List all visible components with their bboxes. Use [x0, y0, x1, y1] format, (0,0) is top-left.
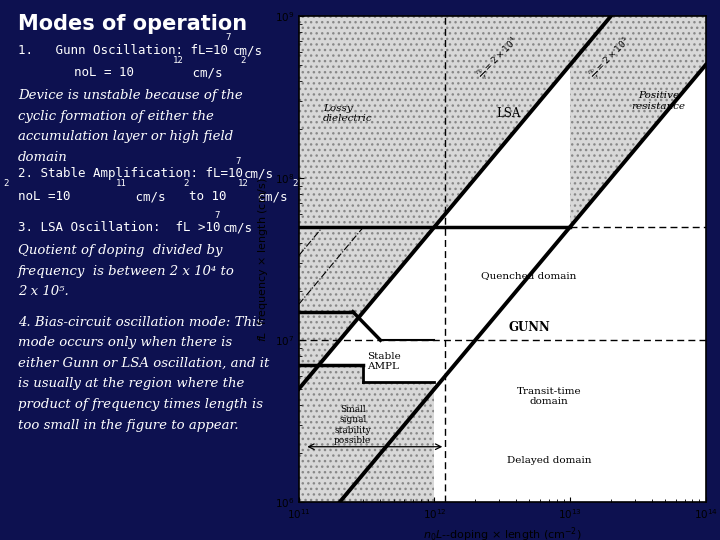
- Text: Lossy
dielectric: Lossy dielectric: [323, 104, 372, 124]
- X-axis label: $n_0 L$--doping $\times$ length (cm$^{-2}$): $n_0 L$--doping $\times$ length (cm$^{-2…: [423, 525, 582, 540]
- Text: either Gunn or LSA oscillation, and it: either Gunn or LSA oscillation, and it: [18, 357, 269, 370]
- Text: 7: 7: [225, 33, 230, 43]
- Text: Quotient of doping  divided by: Quotient of doping divided by: [18, 244, 222, 257]
- Text: $\frac{n_0}{f}=2\times10^4$: $\frac{n_0}{f}=2\times10^4$: [474, 33, 523, 83]
- Text: noL = 10: noL = 10: [74, 66, 134, 79]
- Text: Quenched domain: Quenched domain: [482, 271, 577, 280]
- Text: 2: 2: [184, 179, 189, 188]
- Text: Device is unstable because of the: Device is unstable because of the: [18, 89, 243, 102]
- Text: Positive
resistance: Positive resistance: [631, 91, 685, 111]
- Text: 1.   Gunn Oscillation: fL=10: 1. Gunn Oscillation: fL=10: [18, 44, 228, 57]
- Polygon shape: [299, 16, 611, 389]
- Text: LSA: LSA: [496, 107, 521, 120]
- Text: 2 x 10⁵.: 2 x 10⁵.: [18, 285, 69, 298]
- Text: Small
signal
stability
possible: Small signal stability possible: [334, 405, 372, 445]
- Text: 11: 11: [116, 179, 127, 188]
- Text: GUNN: GUNN: [508, 321, 550, 334]
- Text: cm/s: cm/s: [128, 190, 166, 203]
- Text: frequency  is between 2 x 10⁴ to: frequency is between 2 x 10⁴ to: [18, 265, 235, 278]
- Text: Modes of operation: Modes of operation: [18, 14, 247, 33]
- Text: cm/s: cm/s: [243, 167, 274, 180]
- Text: accumulation layer or high field: accumulation layer or high field: [18, 130, 233, 143]
- Y-axis label: $fL$  frequency $\times$ length (cm/s): $fL$ frequency $\times$ length (cm/s): [256, 177, 270, 342]
- Text: 7: 7: [236, 157, 241, 166]
- Text: 2: 2: [3, 179, 9, 188]
- Text: 2: 2: [292, 179, 297, 188]
- Text: cm/s: cm/s: [222, 221, 252, 234]
- Text: 2: 2: [240, 56, 246, 65]
- Text: 7: 7: [215, 211, 220, 220]
- Text: $\frac{n_0}{f}=2\times10^5$: $\frac{n_0}{f}=2\times10^5$: [586, 33, 635, 83]
- Text: product of frequency times length is: product of frequency times length is: [18, 398, 263, 411]
- Text: 12: 12: [173, 56, 184, 65]
- Text: cm/s: cm/s: [233, 44, 263, 57]
- Polygon shape: [299, 365, 364, 382]
- Text: 12: 12: [238, 179, 248, 188]
- Text: cyclic formation of either the: cyclic formation of either the: [18, 110, 214, 123]
- Text: is usually at the region where the: is usually at the region where the: [18, 377, 245, 390]
- Text: mode occurs only when there is: mode occurs only when there is: [18, 336, 233, 349]
- Polygon shape: [570, 16, 706, 227]
- Text: too small in the figure to appear.: too small in the figure to appear.: [18, 418, 239, 431]
- Text: 2. Stable Amplification: fL=10: 2. Stable Amplification: fL=10: [18, 167, 243, 180]
- Text: Delayed domain: Delayed domain: [507, 456, 591, 465]
- Text: cm/s: cm/s: [185, 66, 222, 79]
- Text: to 10: to 10: [189, 190, 226, 203]
- Text: noL =10: noL =10: [18, 190, 71, 203]
- Text: domain: domain: [18, 151, 68, 164]
- Text: cm/s: cm/s: [251, 190, 288, 203]
- Text: Transit-time
domain: Transit-time domain: [517, 387, 581, 406]
- Polygon shape: [299, 382, 434, 502]
- Text: 3. LSA Oscillation:  fL >10: 3. LSA Oscillation: fL >10: [18, 221, 220, 234]
- Text: 4. Bias-circuit oscillation mode: This: 4. Bias-circuit oscillation mode: This: [18, 316, 263, 329]
- Text: Stable
AMPL: Stable AMPL: [367, 352, 401, 371]
